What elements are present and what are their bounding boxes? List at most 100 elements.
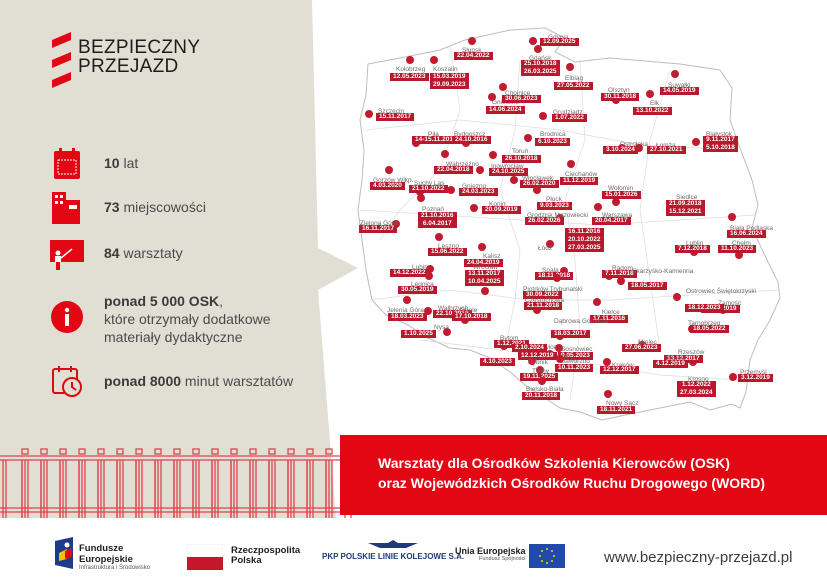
workshop-date-badge: 7.12.2018 — [675, 245, 710, 253]
map-marker[interactable] — [671, 70, 679, 78]
map-marker[interactable] — [555, 344, 563, 352]
workshop-date-badge: 2.10.2024 — [512, 344, 547, 352]
city-label: Konin — [489, 201, 506, 208]
map-marker[interactable] — [529, 37, 537, 45]
stat-osk-comma: , — [219, 293, 224, 309]
map-marker[interactable] — [481, 287, 489, 295]
map-marker[interactable] — [489, 151, 497, 159]
city-label: Białystok — [706, 131, 733, 138]
map-marker[interactable] — [392, 220, 400, 228]
workshop-date-badge: 27.05.2022 — [554, 82, 593, 90]
workshop-date-badge: 24.10.2016 — [452, 136, 491, 144]
map-marker[interactable] — [603, 358, 611, 366]
city-label: Bielsko-Biała — [526, 386, 564, 393]
map-marker[interactable] — [534, 45, 542, 53]
map-marker[interactable] — [567, 160, 575, 168]
map-marker[interactable] — [365, 110, 373, 118]
map-marker[interactable] — [617, 277, 625, 285]
city-label: Włocławek — [522, 175, 554, 182]
workshop-date-badge: 17.10.2018 — [452, 313, 491, 321]
city-label: Zielona Góra — [360, 220, 398, 227]
map-marker[interactable] — [468, 37, 476, 45]
map-marker[interactable] — [692, 138, 700, 146]
stat-osk-line-2: które otrzymały dodatkowe — [104, 311, 271, 327]
stat-towns-label: miejscowości — [119, 199, 206, 215]
city-label: Wołomin — [608, 185, 634, 192]
map-marker[interactable] — [499, 83, 507, 91]
stat-workshops-label: warsztaty — [119, 245, 183, 261]
map-marker[interactable] — [560, 267, 568, 275]
ue-text-1: Unia Europejska — [455, 546, 526, 556]
city-label: Olsztyn — [608, 87, 630, 94]
map-marker[interactable] — [435, 233, 443, 241]
map-marker[interactable] — [524, 134, 532, 142]
pl-text-1: Rzeczpospolita — [231, 545, 301, 556]
map-marker[interactable] — [646, 90, 654, 98]
map-marker[interactable] — [417, 194, 425, 202]
map-marker[interactable] — [443, 328, 451, 336]
map-marker[interactable] — [385, 166, 393, 174]
map-marker[interactable] — [604, 390, 612, 398]
stat-years: 10 lat — [50, 146, 138, 180]
map-marker[interactable] — [426, 265, 434, 273]
buildings-icon — [52, 192, 80, 224]
map-marker[interactable] — [430, 56, 438, 64]
map-marker[interactable] — [536, 366, 544, 374]
stat-osk: ponad 5 000 OSK, które otrzymały dodatko… — [50, 292, 271, 346]
city-label: Opole — [460, 307, 478, 314]
city-label: Piotrków Trybunalski — [523, 286, 583, 293]
workshop-date-badge: 9.03.2023 — [537, 202, 572, 210]
map-marker[interactable] — [403, 296, 411, 304]
map-marker[interactable] — [470, 204, 478, 212]
map-marker[interactable] — [546, 240, 554, 248]
map-marker[interactable] — [533, 306, 541, 314]
city-label: Brodnica — [540, 131, 566, 138]
city-label: Ciechanów — [565, 171, 598, 178]
workshop-date-badge: 10.11.2023 — [555, 364, 594, 372]
map-marker[interactable] — [539, 112, 547, 120]
workshop-date-badge: 15.01.2026 — [602, 191, 641, 199]
map-marker[interactable] — [533, 186, 541, 194]
map-marker[interactable] — [553, 274, 561, 282]
pkp-text: PKP POLSKIE LINIE KOLEJOWE S.A. — [322, 552, 465, 561]
stat-minutes-label: minut warsztatów — [181, 373, 294, 389]
map-marker[interactable] — [488, 93, 496, 101]
map-marker[interactable] — [735, 251, 743, 259]
workshop-date-badge: 3.10.2024 — [603, 146, 638, 154]
map-marker[interactable] — [510, 176, 518, 184]
map-marker[interactable] — [594, 203, 602, 211]
city-label: Nysa — [434, 324, 449, 331]
map-marker[interactable] — [425, 272, 433, 280]
map-marker[interactable] — [593, 298, 601, 306]
workshop-date-badge: 21.10.2016 6.04.2017 — [418, 212, 457, 228]
map-marker[interactable] — [556, 355, 564, 363]
map-marker[interactable] — [538, 377, 546, 385]
workshop-date-badge: 6.10.2023 — [535, 138, 570, 146]
map-marker[interactable] — [612, 198, 620, 206]
map-marker[interactable] — [478, 243, 486, 251]
workshop-date-badge: 26.02.2026 — [525, 217, 564, 225]
city-label: Lubin — [412, 264, 428, 271]
fe-text-2: Europejskie — [79, 554, 133, 565]
city-label: Sosnowiec — [561, 346, 593, 353]
city-label: Wąbrzeźno — [446, 161, 479, 168]
map-marker[interactable] — [424, 307, 432, 315]
map-marker[interactable] — [447, 186, 455, 194]
fundusze-europejskie-logo: Fundusze Europejskie Infrastruktura i Śr… — [55, 537, 150, 571]
city-label: Koszalin — [433, 66, 458, 73]
map-marker[interactable] — [406, 56, 414, 64]
map-marker[interactable] — [476, 166, 484, 174]
map-marker[interactable] — [441, 150, 449, 158]
workshop-date-badge: 1.12.2021 — [494, 340, 529, 348]
city-label: Szczecin — [378, 108, 405, 115]
website-link[interactable]: www.bezpieczny-przejazd.pl — [604, 549, 793, 566]
map-marker[interactable] — [635, 144, 643, 152]
banner-line-1: Warsztaty dla Ośrodków Szkolenia Kierowc… — [378, 455, 730, 471]
map-marker[interactable] — [673, 293, 681, 301]
map-marker[interactable] — [728, 213, 736, 221]
map-marker[interactable] — [566, 63, 574, 71]
workshop-date-badge: 12.12.2017 — [600, 366, 639, 374]
workshop-date-badge: 27.06.2023 — [622, 344, 661, 352]
map-marker[interactable] — [729, 373, 737, 381]
map-marker[interactable] — [528, 357, 536, 365]
